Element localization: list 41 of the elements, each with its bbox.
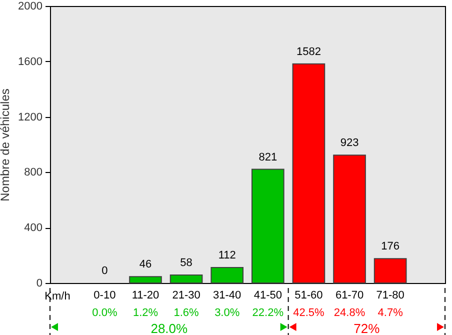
bar xyxy=(251,168,284,284)
y-tick-label: 800 xyxy=(24,166,42,179)
text: 22.2% xyxy=(252,307,284,319)
y-tick-label: 1200 xyxy=(18,111,42,124)
data-label: 176 xyxy=(381,240,400,253)
text: 24.8% xyxy=(334,307,366,319)
bar xyxy=(292,63,326,284)
bar xyxy=(170,274,203,284)
x-tick-label: 31-40 xyxy=(213,290,242,302)
text: 42.5% xyxy=(293,307,325,319)
x-tick-label: 61-70 xyxy=(335,290,364,302)
bar xyxy=(333,154,366,284)
y-tick-label: 1600 xyxy=(18,56,42,68)
x-tick-label: 0-10 xyxy=(94,290,116,302)
bar xyxy=(129,276,162,284)
data-label: 923 xyxy=(340,137,359,150)
data-label: 46 xyxy=(139,258,152,271)
bar xyxy=(374,258,407,284)
y-tick-label: 400 xyxy=(24,222,42,234)
y-tick-label: 0 xyxy=(36,278,42,290)
data-label: 112 xyxy=(218,249,236,262)
x-tick-label: 51-60 xyxy=(294,290,323,302)
data-label: 58 xyxy=(180,256,192,269)
y-tick-label: 2000 xyxy=(18,0,42,12)
x-axis-title: Km/h xyxy=(44,290,70,302)
x-tick-label: 41-50 xyxy=(254,290,282,302)
text: 72% xyxy=(354,321,380,335)
bar xyxy=(210,266,244,284)
data-label: 0 xyxy=(102,265,108,277)
text: 28.0% xyxy=(150,321,188,335)
data-label: 821 xyxy=(258,151,278,164)
text: 4.7% xyxy=(378,307,404,319)
text: 1.6% xyxy=(174,307,200,319)
x-tick-label: 21-30 xyxy=(172,290,200,302)
text: 1.2% xyxy=(132,307,158,319)
data-label: 1582 xyxy=(296,46,321,58)
x-tick-label: 71-80 xyxy=(376,290,404,302)
text: 0.0% xyxy=(92,307,118,319)
y-axis-title: Nombre de véhicules xyxy=(0,88,12,202)
x-tick-label: 11-20 xyxy=(132,290,160,302)
text: 3.0% xyxy=(214,307,240,319)
